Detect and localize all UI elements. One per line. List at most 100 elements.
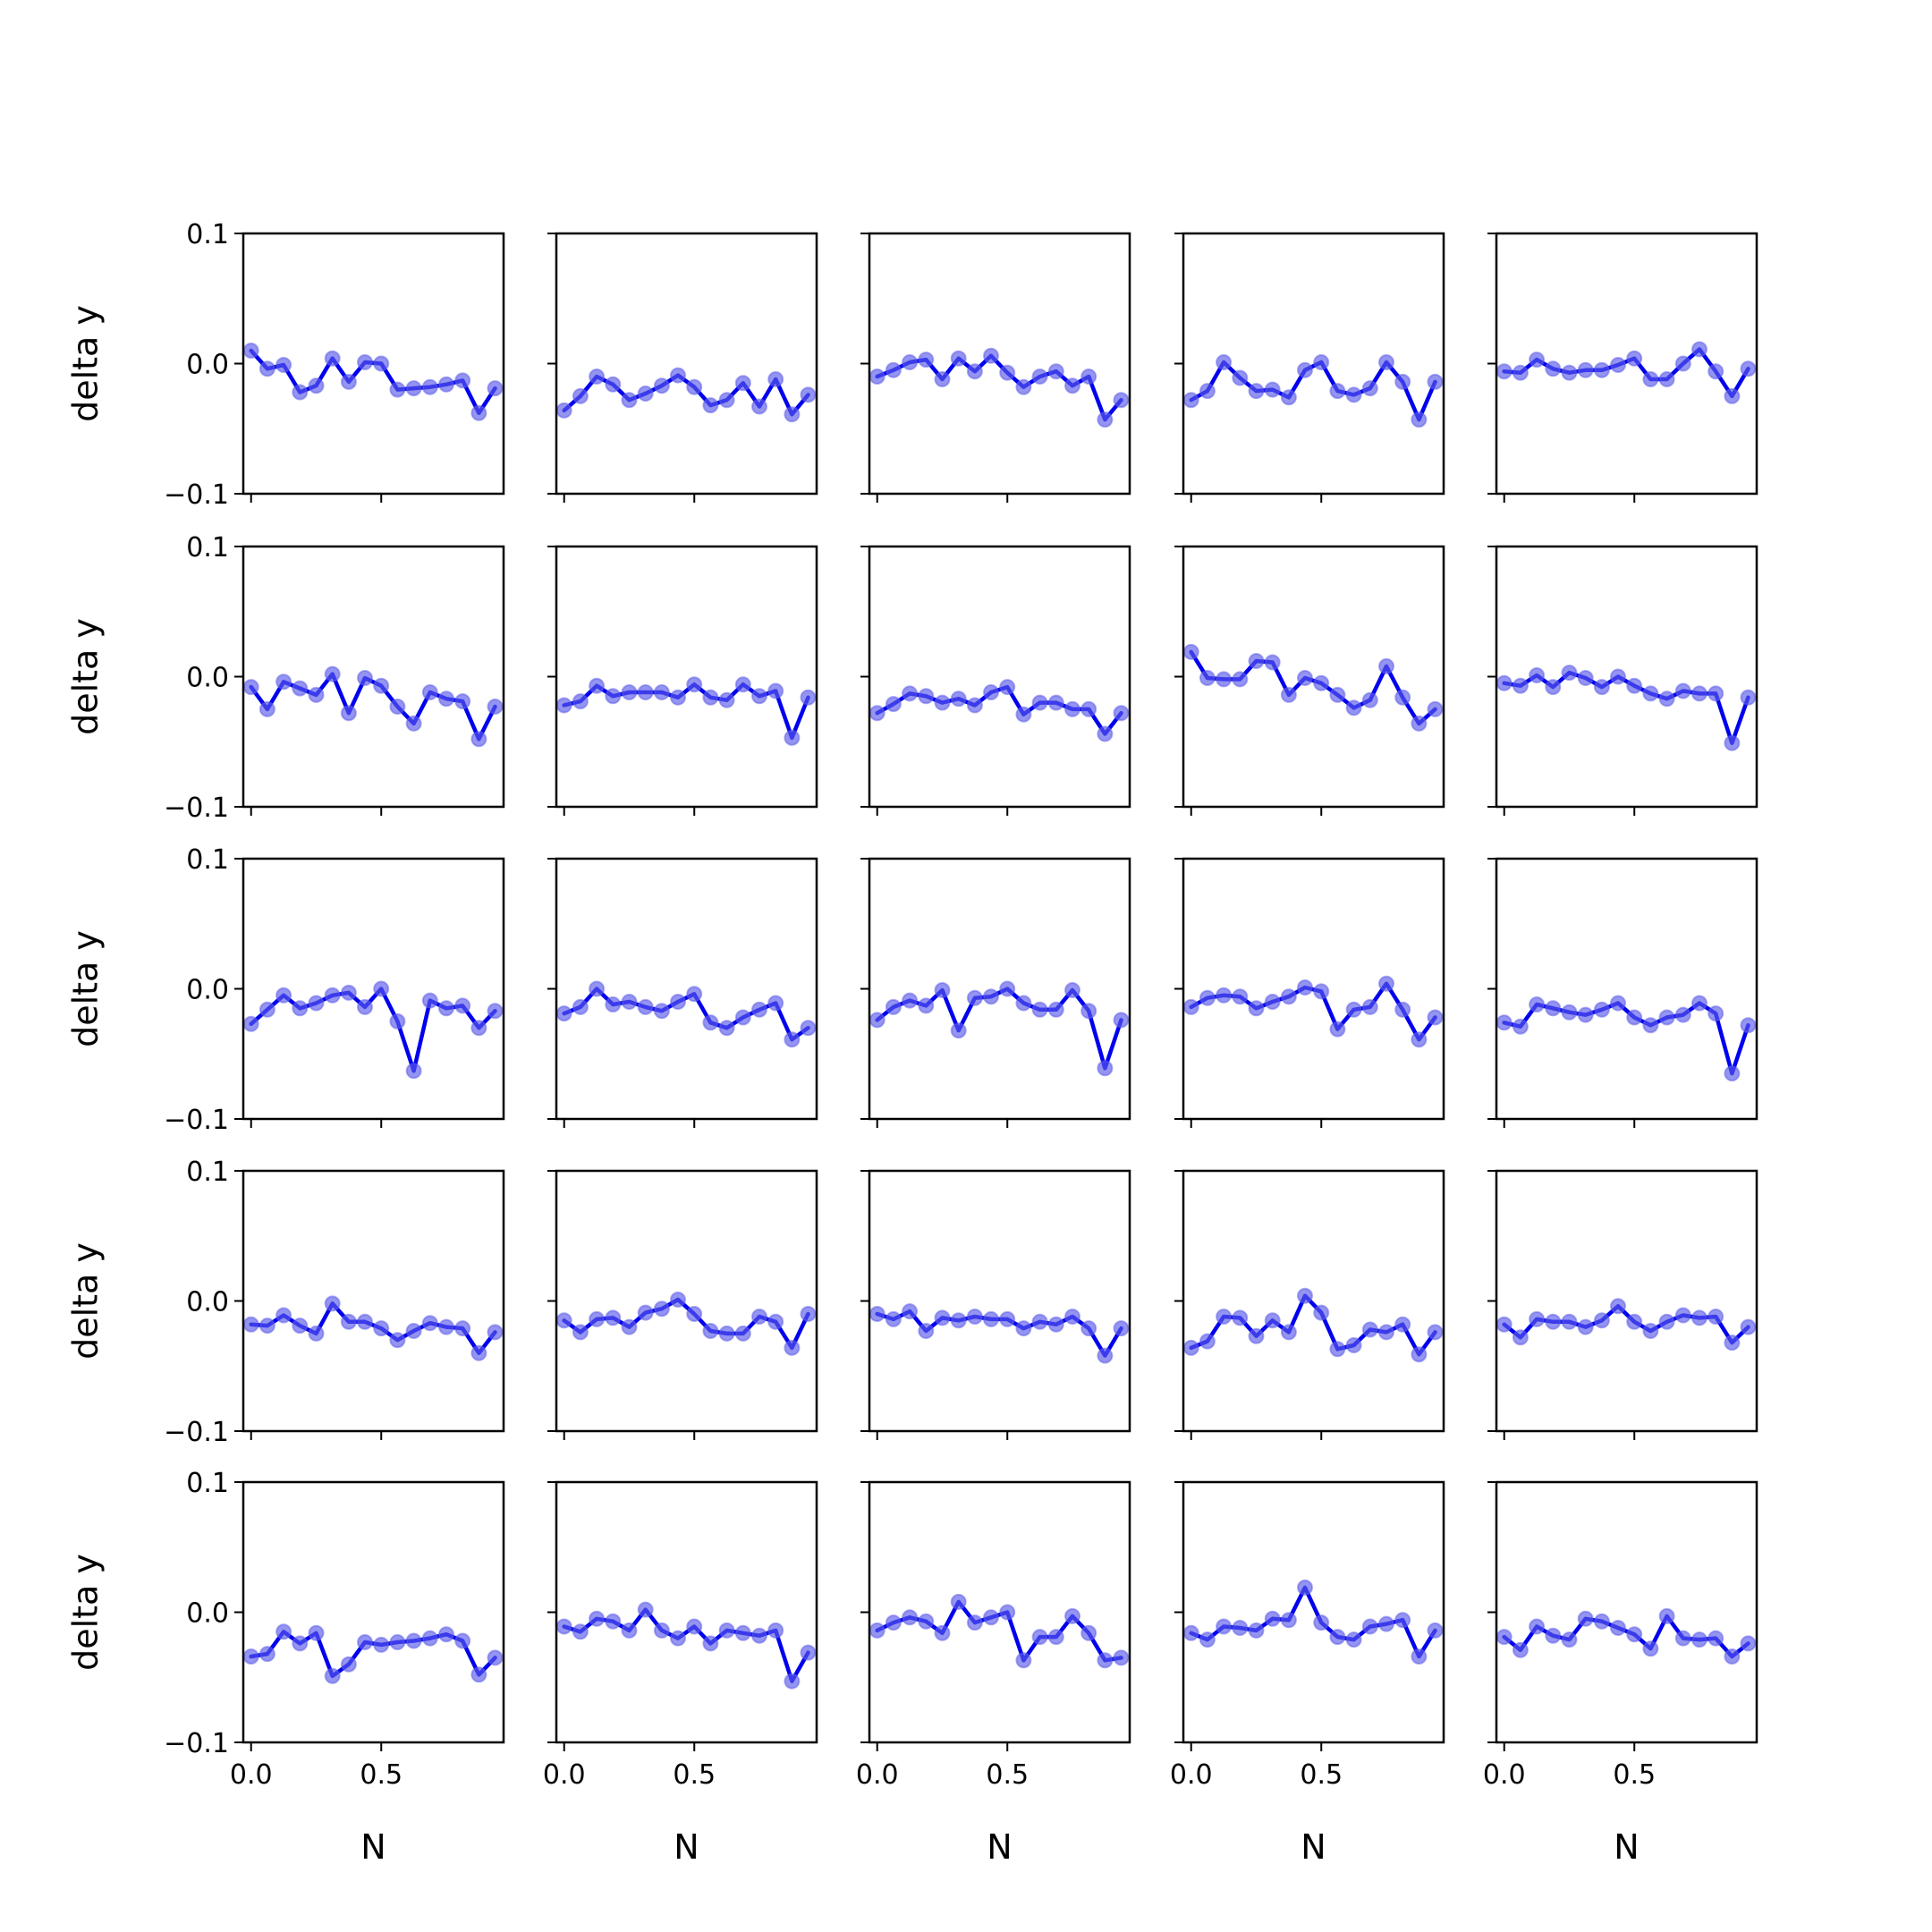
x-tick-label: 0.5 bbox=[1300, 1759, 1343, 1791]
data-point bbox=[637, 1304, 654, 1321]
data-point bbox=[357, 354, 373, 370]
data-point bbox=[751, 1309, 767, 1325]
data-point bbox=[1545, 360, 1562, 377]
data-point bbox=[1394, 373, 1411, 390]
data-point bbox=[670, 994, 686, 1010]
data-point bbox=[751, 1627, 767, 1644]
x-tick-label: 0.5 bbox=[360, 1759, 402, 1791]
data-point bbox=[800, 386, 817, 403]
data-point bbox=[324, 1667, 341, 1684]
data-point bbox=[686, 986, 703, 1003]
data-point bbox=[1394, 1001, 1411, 1018]
data-point bbox=[405, 1323, 422, 1339]
data-point bbox=[1378, 657, 1394, 674]
data-point bbox=[1047, 694, 1064, 711]
data-point bbox=[1577, 1610, 1594, 1627]
data-point bbox=[1297, 979, 1313, 996]
data-point bbox=[1280, 988, 1297, 1005]
data-point bbox=[405, 1632, 422, 1649]
data-point bbox=[1529, 667, 1546, 683]
data-point bbox=[1280, 686, 1297, 703]
data-point bbox=[1329, 1341, 1346, 1358]
data-point bbox=[1297, 361, 1313, 378]
data-point bbox=[572, 387, 589, 404]
data-point bbox=[670, 1630, 686, 1647]
data-point bbox=[308, 995, 325, 1012]
data-point bbox=[258, 1318, 275, 1335]
data-point bbox=[1264, 994, 1281, 1010]
data-point bbox=[1577, 1006, 1594, 1023]
data-point bbox=[1610, 995, 1626, 1012]
data-point bbox=[1264, 1610, 1281, 1627]
data-point bbox=[1248, 383, 1265, 400]
data-point bbox=[1740, 1017, 1757, 1034]
data-point bbox=[589, 1610, 606, 1627]
data-point bbox=[653, 1622, 670, 1639]
data-point bbox=[767, 682, 784, 699]
data-point bbox=[869, 1306, 886, 1322]
data-point bbox=[1561, 1631, 1578, 1648]
data-point bbox=[454, 1320, 471, 1337]
data-point bbox=[1232, 1620, 1249, 1636]
data-point bbox=[1545, 1627, 1562, 1644]
data-point bbox=[800, 1020, 817, 1037]
data-point bbox=[1361, 691, 1378, 708]
data-point bbox=[621, 994, 638, 1010]
data-point bbox=[1674, 1307, 1691, 1324]
data-point bbox=[902, 354, 919, 370]
data-point bbox=[767, 995, 784, 1012]
data-point bbox=[1496, 363, 1513, 380]
data-point bbox=[438, 1626, 454, 1643]
axes-frame bbox=[242, 857, 505, 1121]
data-point bbox=[470, 1344, 487, 1361]
subplot-r3-c5 bbox=[1487, 857, 1758, 1128]
data-point bbox=[1561, 665, 1578, 682]
data-point bbox=[487, 1649, 504, 1666]
data-point bbox=[637, 998, 654, 1015]
data-point bbox=[734, 375, 751, 392]
data-point bbox=[357, 1313, 373, 1330]
x-axis-label: N bbox=[674, 1827, 699, 1867]
data-point bbox=[389, 1332, 406, 1349]
data-point bbox=[1674, 355, 1691, 372]
data-point bbox=[1047, 1629, 1064, 1646]
data-point bbox=[702, 689, 719, 706]
data-point bbox=[555, 1618, 572, 1635]
axes-frame bbox=[242, 232, 505, 496]
subplot-r1-c2 bbox=[547, 232, 818, 503]
data-point bbox=[572, 1324, 589, 1341]
y-tick-label: 0.0 bbox=[186, 663, 229, 694]
data-point bbox=[718, 1325, 735, 1342]
x-tick-label: 0.5 bbox=[673, 1759, 716, 1791]
data-point bbox=[324, 350, 341, 367]
data-point bbox=[470, 404, 487, 421]
data-point bbox=[902, 1303, 919, 1320]
data-point bbox=[1297, 1287, 1313, 1304]
series-line bbox=[249, 987, 497, 1073]
y-tick-label: 0.1 bbox=[186, 844, 229, 876]
data-point bbox=[242, 343, 259, 359]
data-point bbox=[983, 347, 999, 364]
series-line bbox=[1189, 981, 1437, 1042]
data-point bbox=[1529, 1618, 1546, 1635]
series-line bbox=[562, 987, 810, 1042]
data-point bbox=[1577, 361, 1594, 378]
data-point bbox=[1345, 699, 1362, 716]
data-point bbox=[734, 1325, 751, 1342]
data-point bbox=[438, 376, 454, 393]
data-point bbox=[1512, 1329, 1529, 1346]
data-point bbox=[1626, 350, 1643, 367]
data-point bbox=[1394, 689, 1411, 706]
data-point bbox=[1080, 700, 1097, 717]
data-point bbox=[308, 377, 325, 394]
data-point bbox=[1674, 682, 1691, 699]
y-axis-label: delta y bbox=[66, 618, 106, 735]
data-point bbox=[934, 1624, 951, 1641]
data-point bbox=[1199, 1631, 1216, 1648]
axes-frame bbox=[1182, 857, 1445, 1121]
data-point bbox=[340, 1656, 357, 1673]
data-point bbox=[589, 369, 606, 385]
data-point bbox=[784, 729, 801, 746]
data-point bbox=[1707, 1309, 1724, 1325]
